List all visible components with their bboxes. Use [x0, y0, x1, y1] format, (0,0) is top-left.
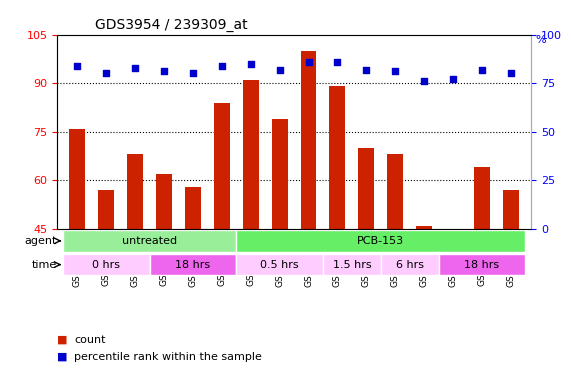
Point [362, 66, 371, 73]
Point [159, 68, 168, 74]
Bar [474, 167, 490, 375]
Text: ■: ■ [57, 335, 67, 345]
FancyBboxPatch shape [381, 254, 439, 275]
Text: percentile rank within the sample: percentile rank within the sample [74, 352, 262, 362]
FancyBboxPatch shape [150, 254, 236, 275]
Bar [214, 103, 230, 375]
Text: agent: agent [24, 236, 57, 246]
Text: 18 hrs: 18 hrs [175, 260, 211, 270]
Bar [156, 174, 172, 375]
Bar [359, 148, 374, 375]
Text: 0 hrs: 0 hrs [93, 260, 120, 270]
Text: time: time [31, 260, 57, 270]
Text: 1.5 hrs: 1.5 hrs [332, 260, 371, 270]
Point [304, 59, 313, 65]
Text: GDS3954 / 239309_at: GDS3954 / 239309_at [95, 18, 248, 32]
Point [391, 68, 400, 74]
FancyBboxPatch shape [63, 230, 236, 252]
Bar [300, 51, 316, 375]
Text: %: % [536, 35, 546, 45]
Point [188, 70, 198, 76]
Point [131, 65, 140, 71]
FancyBboxPatch shape [323, 254, 381, 275]
Bar [387, 154, 403, 375]
FancyBboxPatch shape [236, 254, 323, 275]
FancyBboxPatch shape [236, 230, 525, 252]
Text: ■: ■ [57, 352, 67, 362]
Point [246, 61, 255, 67]
Text: 6 hrs: 6 hrs [396, 260, 424, 270]
Bar [127, 154, 143, 375]
Bar [243, 80, 259, 375]
Point [73, 63, 82, 69]
Point [448, 76, 457, 82]
Bar [70, 129, 85, 375]
Bar [445, 232, 461, 375]
Text: untreated: untreated [122, 236, 177, 246]
Point [217, 63, 226, 69]
Point [506, 70, 516, 76]
Bar [329, 86, 345, 375]
Point [420, 78, 429, 84]
Bar [272, 119, 288, 375]
Text: PCB-153: PCB-153 [357, 236, 404, 246]
Bar [185, 187, 201, 375]
Text: 18 hrs: 18 hrs [464, 260, 500, 270]
FancyBboxPatch shape [439, 254, 525, 275]
Point [333, 59, 342, 65]
FancyBboxPatch shape [63, 254, 150, 275]
Text: count: count [74, 335, 106, 345]
Text: 0.5 hrs: 0.5 hrs [260, 260, 299, 270]
Point [102, 70, 111, 76]
Bar [98, 190, 114, 375]
Point [275, 66, 284, 73]
Bar [416, 226, 432, 375]
Bar [503, 190, 518, 375]
Point [477, 66, 486, 73]
